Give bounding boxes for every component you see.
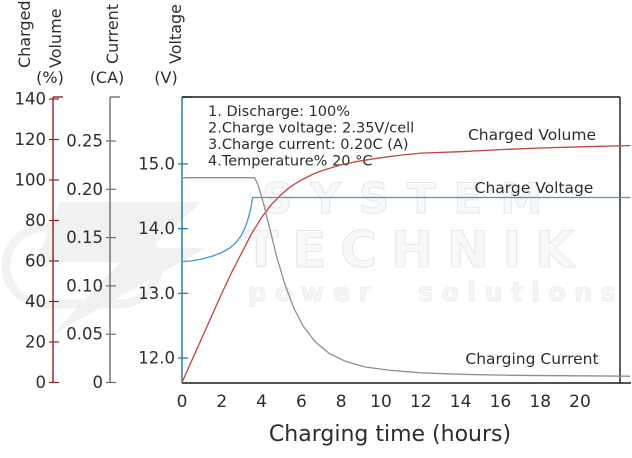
charge-voltage-curve — [181, 196, 631, 263]
volume-axis-unit: (%) — [36, 68, 64, 87]
series-labels: Charged Volume Charge Voltage Charging C… — [465, 126, 598, 368]
chart-notes: 1. Discharge: 100% 2.Charge voltage: 2.3… — [208, 104, 414, 170]
watermark: SYSTEM TECHNIK power solutions — [1, 174, 624, 335]
watermark-system-text: SYSTEM — [262, 174, 560, 223]
volume-tick-label: 40 — [25, 292, 46, 311]
volume-tick-label: 60 — [25, 252, 46, 271]
x-tick-label: 2 — [216, 392, 227, 412]
charged-volume-label: Charged Volume — [468, 126, 596, 144]
charged-volume-curve — [181, 144, 631, 384]
watermark-logo-bolt — [36, 202, 206, 335]
watermark-technik-text: TECHNIK — [244, 221, 588, 279]
chart-note-line-2: 2.Charge voltage: 2.35V/cell — [208, 121, 414, 137]
x-tick-label: 4 — [256, 392, 267, 412]
x-tick-label: 10 — [370, 392, 392, 412]
current-tick-label: 0.05 — [66, 325, 103, 344]
x-tick-label: 14 — [450, 392, 472, 412]
x-tick-label: 20 — [569, 392, 591, 412]
x-tick-label: 12 — [410, 392, 432, 412]
current-tick-label: 0.20 — [66, 180, 103, 199]
watermark-solutions-text: power solutions — [248, 278, 624, 308]
voltage-tick-label: 15.0 — [138, 154, 175, 173]
charging-current-label: Charging Current — [465, 350, 598, 368]
volume-tick-label: 100 — [15, 171, 47, 190]
x-tick-label: 6 — [296, 392, 307, 412]
voltage-axis-title: Voltage — [166, 4, 185, 64]
volume-axis-title-line1: Charged — [15, 0, 34, 68]
x-tick-label: 8 — [336, 392, 347, 412]
charge-voltage-label: Charge Voltage — [475, 179, 594, 197]
current-tick-label: 0 — [93, 373, 104, 392]
chart-note-line-4: 4.Temperature% 20 °C — [208, 154, 373, 170]
voltage-tick-label: 13.0 — [138, 284, 175, 303]
x-tick-label: 18 — [529, 392, 551, 412]
current-axis-unit: (CA) — [90, 68, 125, 87]
current-tick-label: 0.25 — [66, 132, 103, 151]
volume-axis-title-line2: Volume — [46, 8, 65, 68]
x-tick-label: 0 — [177, 392, 188, 412]
volume-tick-label: 120 — [15, 130, 47, 149]
current-tick-label: 0.10 — [66, 276, 103, 295]
voltage-tick-label: 14.0 — [138, 219, 175, 238]
voltage-tick-label: 12.0 — [138, 349, 175, 368]
volume-tick-label: 80 — [25, 211, 46, 230]
chart-note-line-1: 1. Discharge: 100% — [208, 104, 350, 120]
volume-tick-label: 0 — [36, 373, 47, 392]
x-tick-label: 16 — [490, 392, 512, 412]
x-axis-title: Charging time (hours) — [269, 422, 511, 447]
axis-headers: Charged Volume (%) Current (CA) Voltage … — [15, 0, 185, 87]
charging-current-curve — [181, 177, 631, 377]
voltage-axis-unit: (V) — [154, 68, 177, 87]
current-tick-label: 0.15 — [66, 228, 103, 247]
volume-tick-label: 140 — [15, 90, 47, 109]
current-axis-title: Current — [103, 4, 122, 64]
volume-tick-label: 20 — [25, 333, 46, 352]
chart-note-line-3: 3.Charge current: 0.20C (A) — [208, 137, 409, 153]
